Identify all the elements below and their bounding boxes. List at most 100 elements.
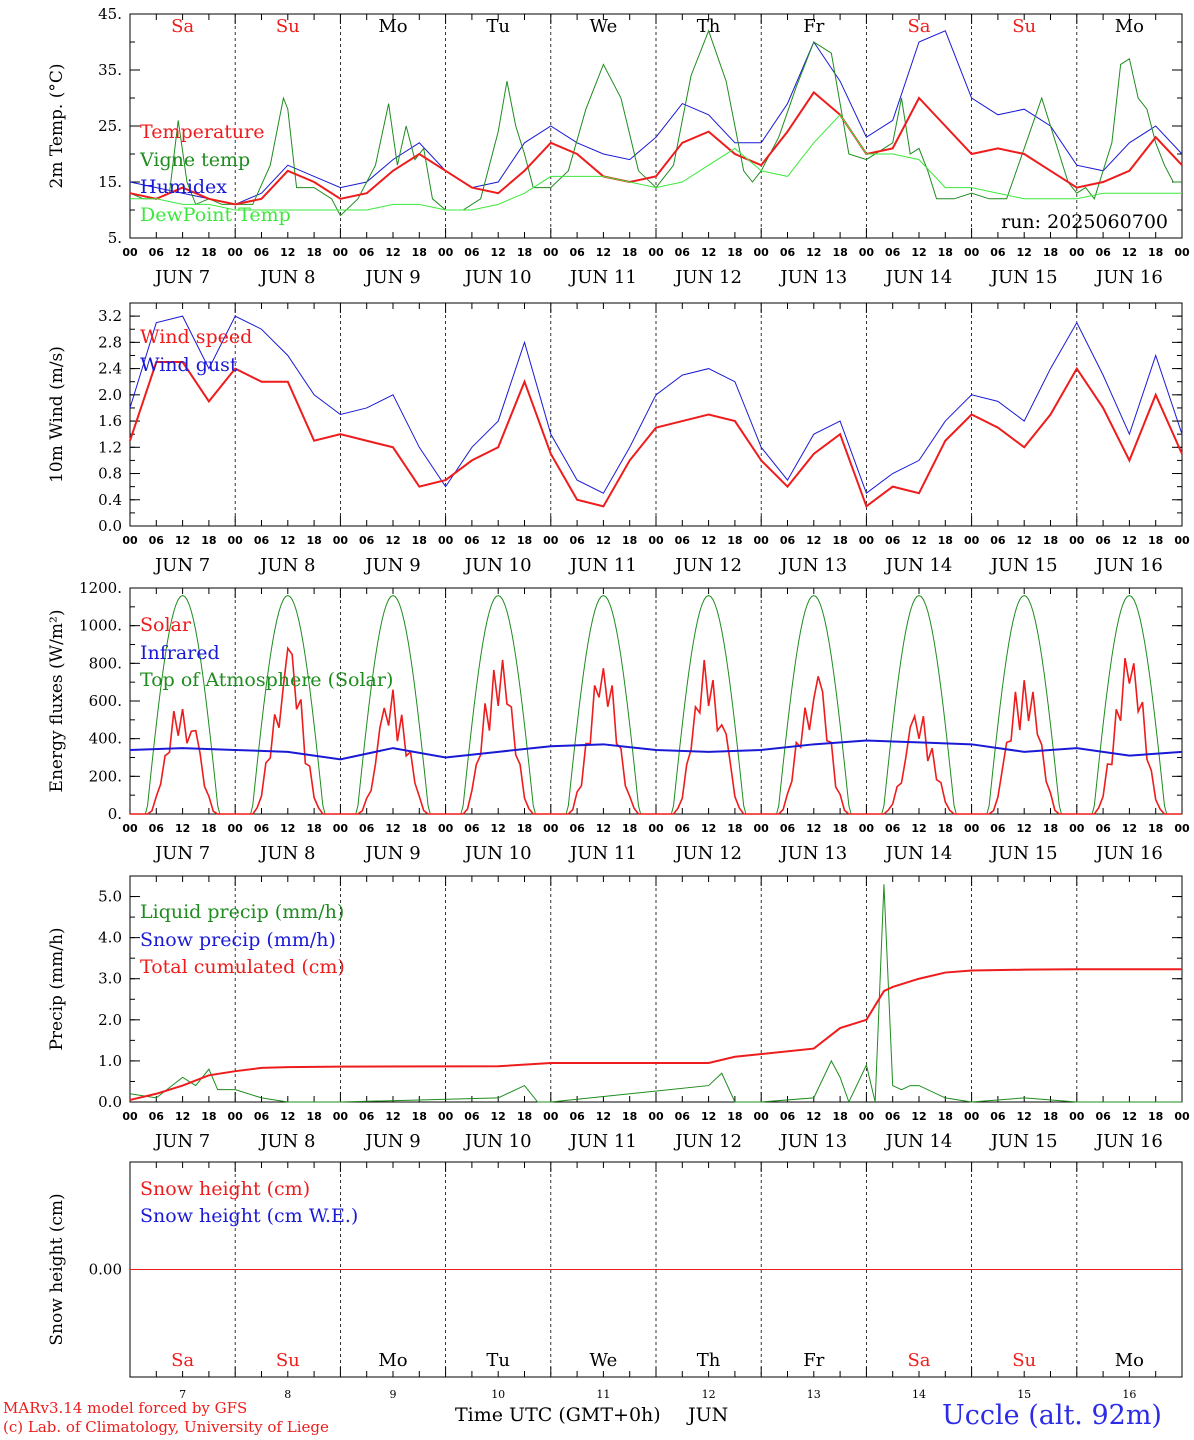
day-abbr-label: Tu	[486, 1350, 510, 1371]
y-axis-title: Snow height (cm)	[47, 1193, 67, 1345]
y-tick-label: 25.	[98, 117, 122, 135]
hour-tick-label: 18	[832, 246, 847, 259]
y-tick-label: 1.2	[98, 438, 122, 456]
series-group	[129, 29, 1183, 217]
date-label: JUN 15	[989, 1131, 1058, 1152]
hour-tick-label: 06	[885, 246, 901, 259]
hour-tick-label: 12	[175, 534, 190, 547]
hour-tick-label: 12	[1122, 822, 1137, 835]
legend-item: DewPoint Temp	[140, 204, 291, 226]
hour-tick-label: 06	[1095, 822, 1111, 835]
hour-tick-label: 00	[648, 822, 664, 835]
date-label: JUN 12	[673, 843, 742, 864]
hour-tick-label: 06	[359, 822, 375, 835]
date-label: JUN 9	[363, 555, 420, 576]
y-tick-label: 5.	[108, 229, 122, 247]
short-date-label: 14	[912, 1388, 926, 1401]
hour-tick-label: 00	[964, 246, 980, 259]
y-axis-title: 2m Temp. (°C)	[47, 63, 67, 188]
series-line-wind-speed	[129, 361, 1183, 508]
hour-tick-label: 12	[1122, 246, 1137, 259]
hour-tick-label: 06	[675, 246, 691, 259]
hour-tick-label: 00	[122, 246, 138, 259]
hour-tick-label: 00	[333, 246, 349, 259]
hour-tick-label: 12	[491, 822, 506, 835]
day-abbr-label: Su	[1012, 1350, 1036, 1371]
short-date-label: 10	[491, 1388, 505, 1401]
hour-tick-label: 00	[648, 534, 664, 547]
hour-tick-label: 06	[359, 1110, 375, 1123]
hour-tick-label: 12	[806, 1110, 821, 1123]
panel-precip: 0.0 1.0 2.0 3.0 4.0 5.0 Precip (mm/h) 00 06 12 18 J…	[47, 875, 1190, 1152]
hour-tick-label: 00	[1174, 822, 1190, 835]
date-label: JUN 8	[258, 267, 315, 288]
hour-tick-label: 18	[727, 246, 742, 259]
hour-tick-label: 18	[306, 822, 321, 835]
hour-tick-label: 00	[438, 822, 454, 835]
hour-tick-label: 18	[517, 822, 532, 835]
date-label: JUN 14	[884, 843, 953, 864]
hour-tick-label: 18	[412, 534, 427, 547]
y-tick-label: 400.	[89, 730, 122, 748]
y-axis-title: 10m Wind (m/s)	[47, 346, 67, 483]
hour-tick-label: 06	[990, 534, 1006, 547]
y-tick-label: 15.	[98, 173, 122, 191]
hour-tick-label: 06	[885, 534, 901, 547]
hour-tick-label: 18	[622, 822, 637, 835]
hour-tick-label: 00	[1174, 534, 1190, 547]
y-axis-title: Energy fluxes (W/m²)	[47, 610, 67, 793]
series-line-liquid-precip-mm-h-	[129, 884, 1182, 1104]
hour-tick-label: 12	[596, 1110, 611, 1123]
hour-tick-label: 06	[990, 822, 1006, 835]
hour-tick-label: 12	[596, 534, 611, 547]
day-abbr-label: Sa	[907, 16, 930, 37]
date-label: JUN 16	[1094, 555, 1163, 576]
short-date-label: 11	[596, 1388, 610, 1401]
hour-tick-label: 06	[569, 822, 585, 835]
date-label: JUN 16	[1094, 843, 1163, 864]
hour-tick-label: 00	[122, 822, 138, 835]
hour-tick-label: 12	[596, 822, 611, 835]
hour-tick-label: 00	[859, 246, 875, 259]
hour-tick-label: 00	[964, 534, 980, 547]
legend-item: Snow height (cm)	[140, 1178, 310, 1200]
hour-tick-label: 00	[543, 534, 559, 547]
series-line-humidex	[129, 30, 1183, 205]
legend-item: Vigne temp	[139, 149, 250, 171]
hour-tick-label: 00	[122, 1110, 138, 1123]
y-tick-label: 0.0	[98, 517, 122, 535]
y-axis-title: Precip (mm/h)	[47, 927, 67, 1050]
hour-tick-label: 06	[1095, 1110, 1111, 1123]
hour-tick-label: 18	[1043, 1110, 1058, 1123]
date-label: JUN 11	[568, 267, 637, 288]
hour-tick-label: 06	[675, 1110, 691, 1123]
date-label: JUN 15	[989, 555, 1058, 576]
hour-tick-label: 12	[280, 1110, 295, 1123]
hour-tick-label: 00	[859, 1110, 875, 1123]
hour-tick-label: 06	[569, 534, 585, 547]
hour-tick-label: 18	[622, 1110, 637, 1123]
legend-item: Snow precip (mm/h)	[140, 929, 336, 951]
y-tick-label: 1000.	[79, 617, 122, 635]
y-tick-label: 800.	[89, 654, 122, 672]
hour-tick-label: 12	[1122, 534, 1137, 547]
y-tick-label: 0.4	[98, 491, 122, 509]
legend-item: Wind speed	[140, 326, 252, 348]
hour-tick-label: 00	[333, 822, 349, 835]
hour-tick-label: 18	[832, 822, 847, 835]
y-tick-label: 1.6	[98, 412, 122, 430]
hour-tick-label: 06	[254, 534, 270, 547]
hour-tick-label: 12	[491, 246, 506, 259]
hour-tick-label: 12	[1122, 1110, 1137, 1123]
hour-tick-label: 06	[359, 534, 375, 547]
hour-tick-label: 12	[911, 822, 926, 835]
hour-tick-label: 18	[517, 246, 532, 259]
model-credit: MARv3.14 model forced by GFS	[3, 1399, 248, 1417]
hour-tick-label: 00	[1069, 246, 1085, 259]
date-label: JUN 15	[989, 267, 1058, 288]
hour-tick-label: 00	[333, 1110, 349, 1123]
hour-tick-label: 06	[1095, 534, 1111, 547]
hour-tick-label: 00	[754, 1110, 770, 1123]
day-abbr-label: Mo	[1115, 1350, 1144, 1371]
hour-tick-label: 12	[806, 534, 821, 547]
